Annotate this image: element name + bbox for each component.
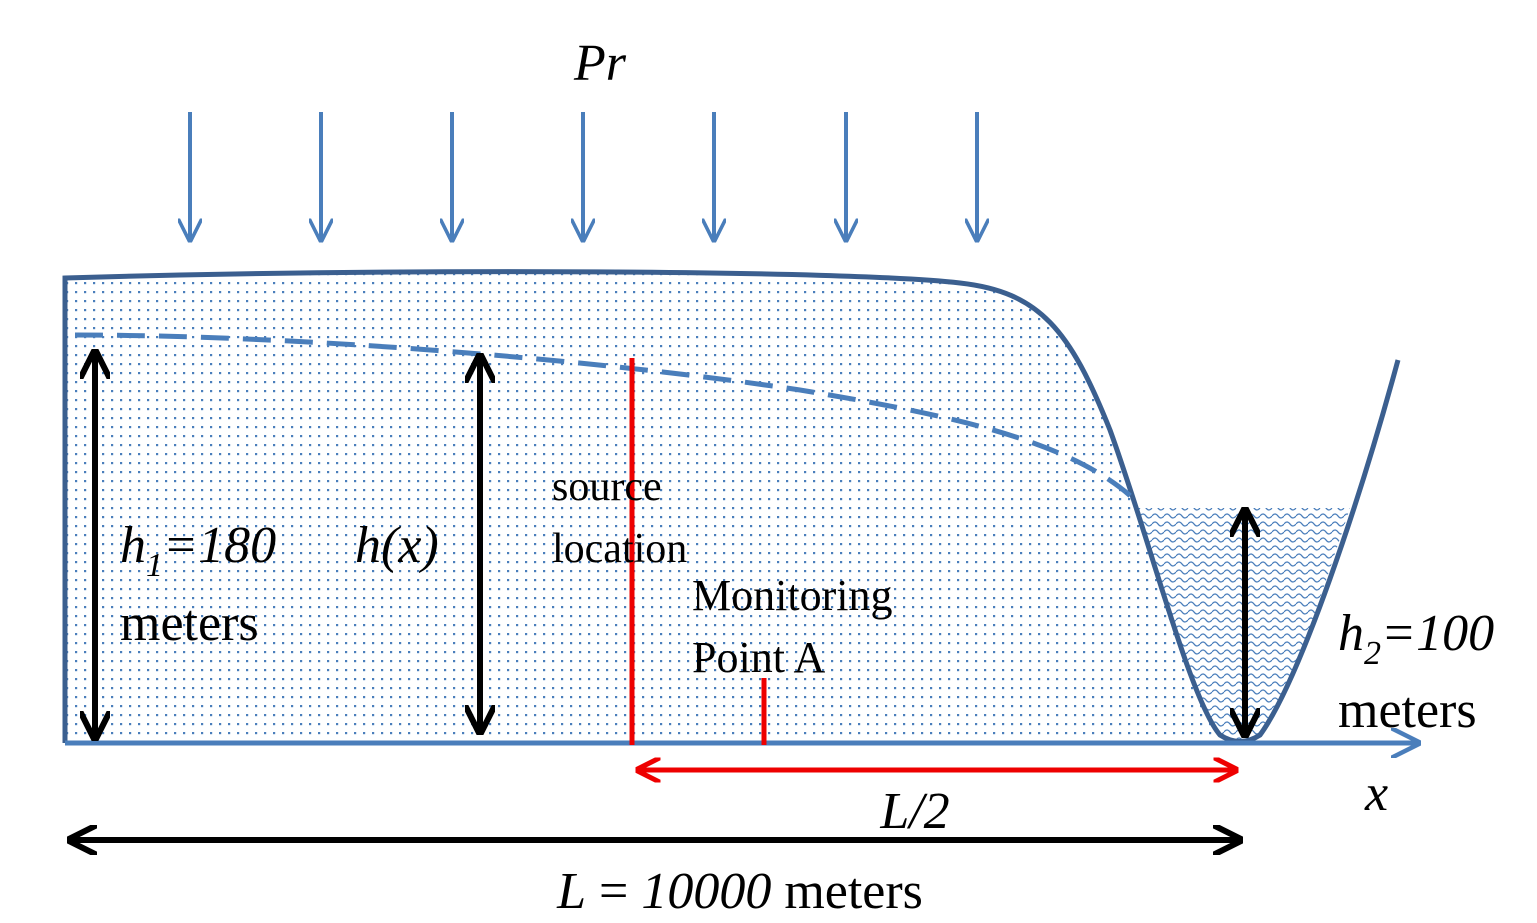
hx-label: h(x) (355, 517, 439, 574)
h2-unit: meters (1338, 682, 1477, 739)
red-markers (629, 358, 1236, 770)
h1-label: h1=180 (120, 517, 276, 584)
half-length-label: L/2 (879, 783, 949, 840)
precipitation-label: Pr (573, 35, 627, 92)
symbol: h (120, 517, 146, 574)
h2-label: h2=100 (1338, 605, 1494, 672)
h1-unit: meters (120, 595, 259, 652)
ground-surface (62, 269, 1401, 744)
value: =100 (1381, 605, 1494, 662)
source-line1: source (552, 464, 662, 510)
source-line2: location (552, 526, 687, 572)
subscript: 1 (146, 547, 163, 584)
dimension-arrows (70, 352, 1245, 840)
water-table (74, 332, 1137, 502)
subscript: 2 (1364, 635, 1381, 672)
precipitation-arrows (190, 112, 977, 240)
labels: Pr h1=180 meters h(x) source location Mo… (120, 35, 1494, 920)
value: 10000 (641, 863, 771, 920)
monitoring-line2: Point A (692, 633, 825, 682)
symbol: L (556, 863, 586, 920)
value: =180 (163, 517, 276, 574)
symbol: h (1338, 605, 1364, 662)
aquifer (65, 271, 1245, 745)
unit: meters (771, 863, 923, 920)
x-axis-label: x (1364, 765, 1388, 822)
equals: = (586, 863, 641, 920)
monitoring-line1: Monitoring (692, 571, 892, 620)
length-label: L = 10000 meters (556, 863, 923, 920)
